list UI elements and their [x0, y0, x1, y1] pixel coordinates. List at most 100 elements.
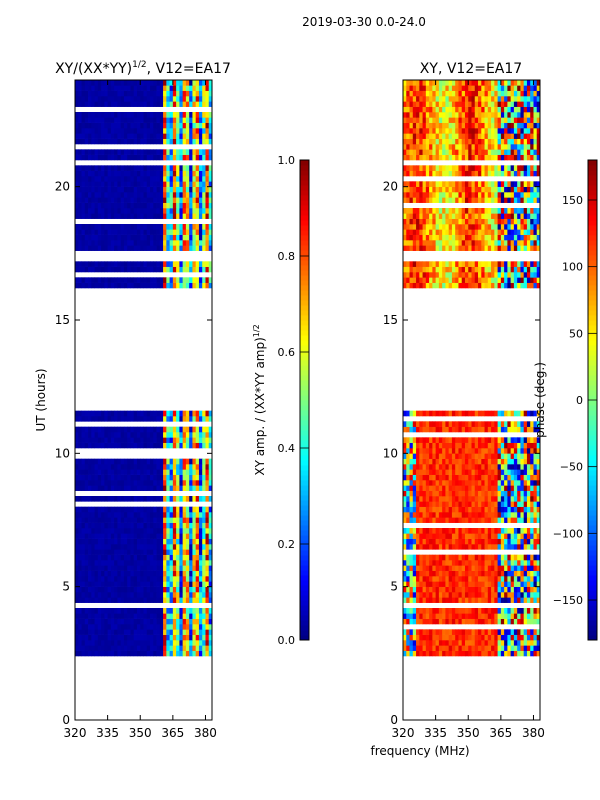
heatmap-cell — [192, 149, 197, 155]
heatmap-cell — [435, 421, 440, 427]
heatmap-cell — [185, 208, 190, 214]
heatmap-cell — [81, 208, 86, 214]
heatmap-cell — [81, 90, 86, 97]
heatmap-cell — [123, 624, 128, 630]
heatmap-cell — [517, 448, 521, 454]
heatmap-cell — [97, 80, 102, 86]
heatmap-cell — [484, 544, 489, 550]
heatmap-cell — [133, 613, 138, 619]
heatmap-cell — [84, 634, 89, 641]
heatmap-cell — [198, 165, 203, 171]
x-tick-label: 320 — [64, 726, 87, 740]
heatmap-cell — [536, 272, 541, 278]
heatmap-cell — [445, 282, 450, 289]
heatmap-cell — [192, 277, 197, 283]
heatmap-cell — [189, 624, 193, 630]
heatmap-cell — [120, 544, 125, 550]
heatmap-cell — [416, 485, 420, 491]
heatmap-cell — [198, 581, 203, 587]
heatmap-cell — [156, 112, 161, 118]
heatmap-cell — [153, 112, 157, 118]
heatmap-cell — [75, 464, 79, 470]
heatmap-cell — [140, 128, 144, 134]
heatmap-cell — [520, 448, 525, 454]
heatmap-cell — [110, 432, 115, 438]
heatmap-cell — [140, 629, 144, 635]
heatmap-cell — [94, 570, 99, 577]
heatmap-cell — [78, 245, 82, 251]
heatmap-cell — [195, 464, 200, 470]
heatmap-cell — [189, 533, 193, 539]
heatmap-cell — [110, 277, 115, 283]
heatmap-cell — [127, 176, 131, 182]
heatmap-cell — [150, 506, 154, 513]
heatmap-cell — [140, 416, 144, 422]
heatmap-cell — [123, 261, 128, 267]
heatmap-cell — [75, 133, 79, 139]
colorbar-segment — [300, 180, 309, 186]
heatmap-cell — [520, 592, 525, 598]
heatmap-cell — [500, 528, 505, 534]
heatmap-cell — [140, 592, 144, 598]
heatmap-cell — [494, 592, 498, 598]
heatmap-cell — [153, 133, 157, 139]
heatmap-cell — [533, 629, 538, 635]
heatmap-cell — [130, 112, 135, 118]
heatmap-cell — [172, 560, 177, 566]
heatmap-cell — [140, 485, 144, 491]
heatmap-cell — [163, 101, 167, 107]
heatmap-cell — [166, 277, 170, 283]
heatmap-cell — [110, 80, 115, 86]
heatmap-cell — [202, 549, 206, 555]
heatmap-cell — [114, 608, 118, 614]
heatmap-cell — [513, 634, 518, 641]
heatmap-cell — [432, 538, 437, 545]
phase-panel-title: XY, V12=EA17 — [420, 61, 522, 77]
heatmap-cell — [520, 581, 525, 587]
heatmap-cell — [438, 629, 443, 635]
heatmap-cell — [530, 496, 534, 502]
heatmap-cell — [504, 426, 508, 433]
heatmap-cell — [458, 613, 463, 619]
heatmap-cell — [123, 149, 128, 155]
heatmap-cell — [438, 282, 443, 289]
heatmap-cell — [143, 117, 148, 123]
heatmap-cell — [468, 272, 472, 278]
heatmap-cell — [163, 170, 167, 177]
heatmap-cell — [120, 186, 125, 193]
heatmap-cell — [179, 608, 184, 614]
heatmap-cell — [166, 613, 170, 619]
heatmap-cell — [153, 581, 157, 587]
heatmap-cell — [136, 570, 141, 577]
heatmap-cell — [107, 266, 112, 273]
heatmap-cell — [159, 192, 164, 198]
heatmap-cell — [425, 608, 430, 614]
heatmap-cell — [523, 474, 528, 481]
heatmap-cell — [458, 421, 463, 427]
heatmap-cell — [176, 165, 180, 171]
heatmap-cell — [192, 224, 197, 230]
heatmap-cell — [533, 576, 538, 582]
heatmap-cell — [461, 634, 466, 641]
heatmap-cell — [185, 634, 190, 641]
heatmap-cell — [143, 586, 148, 593]
heatmap-cell — [101, 517, 105, 523]
heatmap-cell — [143, 549, 148, 555]
heatmap-cell — [432, 560, 437, 566]
heatmap-cell — [159, 240, 164, 246]
heatmap-cell — [438, 496, 443, 502]
heatmap-cell — [461, 592, 466, 598]
heatmap-cell — [438, 613, 443, 619]
heatmap-cell — [432, 554, 437, 561]
colorbar-segment — [300, 625, 309, 631]
heatmap-cell — [153, 202, 157, 209]
heatmap-cell — [150, 608, 154, 614]
heatmap-cell — [88, 229, 92, 235]
heatmap-cell — [172, 624, 177, 630]
heatmap-cell — [419, 650, 423, 657]
heatmap-cell — [133, 208, 138, 214]
heatmap-cell — [416, 517, 420, 523]
heatmap-cell — [533, 490, 538, 497]
heatmap-cell — [448, 570, 453, 577]
heatmap-cell — [140, 208, 144, 214]
